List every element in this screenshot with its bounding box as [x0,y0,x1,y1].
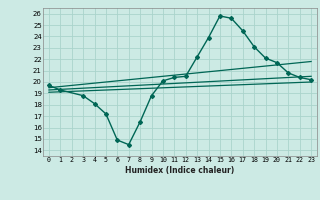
X-axis label: Humidex (Indice chaleur): Humidex (Indice chaleur) [125,166,235,175]
